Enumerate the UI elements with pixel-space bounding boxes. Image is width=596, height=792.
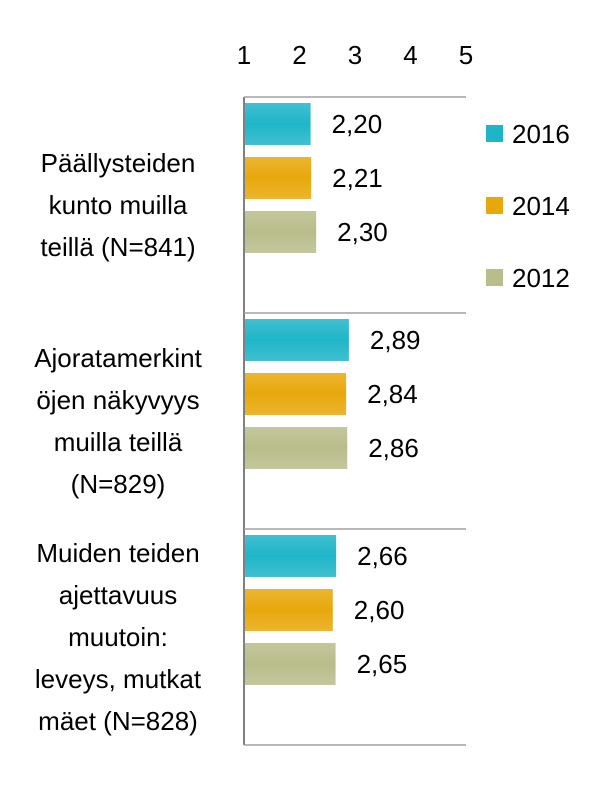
x-tick-label: 1 [237, 40, 251, 70]
data-label: 2,60 [354, 595, 405, 625]
legend-swatch-2014 [486, 197, 503, 214]
category-label: ajettavuus [59, 580, 178, 610]
data-label: 2,89 [370, 325, 421, 355]
category-label: Muiden teiden [36, 538, 199, 568]
bar-2012 [245, 643, 336, 685]
legend-label: 2014 [512, 191, 570, 221]
x-tick-label: 2 [292, 40, 306, 70]
data-label: 2,20 [332, 109, 383, 139]
bar-2016 [245, 535, 337, 577]
legend-label: 2012 [512, 263, 570, 293]
category-label: muutoin: [68, 622, 168, 652]
x-tick-label: 4 [403, 40, 417, 70]
category-label: Ajoratamerkint [34, 343, 202, 373]
category-label: (N=829) [71, 469, 166, 499]
category-label: öjen näkyvyys [36, 385, 199, 415]
category-label: mäet (N=828) [38, 706, 198, 736]
data-label: 2,65 [357, 649, 408, 679]
category-label: muilla teillä [54, 427, 183, 457]
category-label: teillä (N=841) [40, 232, 195, 262]
bar-2014 [245, 373, 347, 415]
data-label: 2,21 [332, 163, 383, 193]
data-label: 2,84 [367, 379, 418, 409]
bar-2016 [245, 319, 349, 361]
legend-swatch-2016 [486, 125, 503, 142]
bar-2012 [245, 211, 317, 253]
bar-2016 [245, 103, 311, 145]
bar-2014 [245, 157, 312, 199]
category-label: leveys, mutkat [35, 664, 202, 694]
x-tick-label: 5 [459, 40, 473, 70]
legend-label: 2016 [512, 119, 570, 149]
data-label: 2,86 [368, 433, 419, 463]
category-label: kunto muilla [49, 190, 188, 220]
data-label: 2,66 [357, 541, 408, 571]
bar-2012 [245, 427, 348, 469]
legend-swatch-2012 [486, 269, 503, 286]
data-label: 2,30 [337, 217, 388, 247]
x-tick-label: 3 [348, 40, 362, 70]
bar-2014 [245, 589, 333, 631]
category-label: Päällysteiden [41, 148, 196, 178]
